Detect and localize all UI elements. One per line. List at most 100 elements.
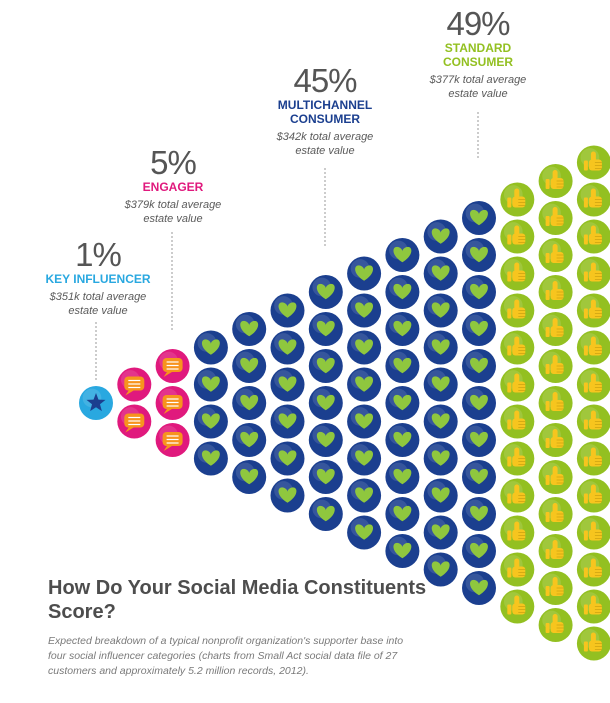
thumbs-up-icon (545, 614, 564, 633)
icon-dot-multichannel (423, 330, 458, 365)
label-multichannel: 45% MULTICHANNEL CONSUMER $342k total av… (255, 64, 395, 158)
thumbs-up-icon (545, 355, 564, 374)
star-icon (86, 393, 106, 412)
heart-icon (470, 209, 488, 226)
heart-icon (240, 357, 259, 374)
thumbs-up-icon (583, 410, 602, 430)
thumbs-up-icon (583, 151, 602, 171)
icon-dot-multichannel (270, 367, 305, 402)
icon-dot-multichannel (308, 460, 343, 494)
heart-icon (431, 413, 450, 429)
heart-icon (278, 487, 297, 503)
category-standard-line-1: STANDARD (444, 41, 512, 55)
category-multichannel-line-1: MULTICHANNEL (277, 98, 373, 112)
icon-dot-standard (576, 552, 610, 587)
thumbs-up-icon (507, 595, 526, 615)
thumbs-up-icon (507, 521, 526, 541)
speech-bubble-icon (162, 358, 183, 377)
icon-dot-standard (500, 441, 535, 476)
heart-icon (201, 376, 220, 392)
category-multichannel: MULTICHANNEL CONSUMER (255, 98, 395, 126)
heart-icon (393, 394, 412, 411)
icon-dot-standard (538, 534, 573, 568)
icon-dot-multichannel (308, 312, 343, 346)
category-engager: ENGAGER (142, 180, 204, 194)
heart-icon (470, 320, 488, 337)
heart-icon (431, 376, 450, 392)
thumbs-up-icon (545, 281, 564, 300)
thumbs-up-icon (583, 632, 602, 652)
heart-icon (431, 487, 450, 503)
heart-icon (316, 468, 335, 485)
icon-dot-multichannel (270, 330, 305, 365)
label-key-influencer: 1% KEY INFLUENCER $351k total average es… (28, 238, 168, 318)
icon-dot-multichannel (308, 275, 343, 309)
icon-dot-engager (155, 349, 190, 383)
heart-icon (393, 505, 412, 522)
icon-dot-multichannel (385, 275, 420, 309)
icon-dot-standard (576, 478, 610, 513)
icon-dot-multichannel (193, 367, 228, 402)
heart-icon (431, 561, 450, 577)
heart-icon (355, 487, 374, 503)
heart-icon (201, 339, 220, 355)
icon-dot-multichannel (270, 478, 305, 513)
value-standard-line-1: $377k total average (429, 74, 527, 86)
thumbs-up-icon (507, 262, 526, 282)
heart-icon (470, 394, 488, 411)
value-standard-line-2: estate value (448, 88, 508, 100)
icon-dot-standard (538, 423, 573, 457)
chart-title: How Do Your Social Media Constituents Sc… (48, 577, 427, 623)
heart-icon (470, 505, 488, 522)
thumbs-up-icon (545, 244, 564, 263)
icon-dot-multichannel (308, 423, 343, 457)
icon-dot-standard (500, 256, 535, 291)
label-engager: 5% ENGAGER $379k total average estate va… (103, 146, 243, 226)
icon-dot-multichannel (232, 423, 267, 457)
thumbs-up-icon (583, 336, 602, 356)
icon-dot-multichannel (347, 404, 382, 439)
thumbs-up-icon (583, 262, 602, 282)
thumbs-up-icon (583, 373, 602, 393)
icon-dot-key_influencer (79, 386, 113, 420)
icon-dot-multichannel (232, 312, 267, 346)
thumbs-up-icon (583, 558, 602, 578)
heart-icon (470, 357, 488, 374)
icon-dot-multichannel (385, 460, 420, 494)
icon-dot-multichannel (423, 367, 458, 402)
heart-icon (316, 357, 335, 374)
speech-bubble-icon (124, 376, 145, 396)
thumbs-up-icon (507, 225, 526, 245)
icon-dot-standard (576, 515, 610, 550)
icon-dot-multichannel (385, 349, 420, 383)
value-multichannel: $342k total average estate value (255, 130, 395, 158)
heart-icon (316, 505, 335, 522)
icon-dot-standard (576, 367, 610, 402)
thumbs-up-icon (545, 318, 564, 337)
category-key-influencer: KEY INFLUENCER (45, 272, 151, 286)
value-engager: $379k total average estate value (103, 198, 243, 226)
icon-dot-multichannel (423, 404, 458, 439)
thumbs-up-icon (583, 188, 602, 208)
icon-dot-multichannel (462, 460, 496, 494)
heart-icon (240, 431, 259, 448)
value-engager-line-2: estate value (143, 213, 203, 225)
icon-dot-standard (538, 608, 573, 642)
heart-icon (355, 339, 374, 355)
thumbs-up-icon (507, 336, 526, 356)
heart-icon (393, 320, 412, 337)
percent-key-influencer: 1% (75, 236, 122, 273)
thumbs-up-icon (545, 429, 564, 448)
thumbs-up-icon (545, 503, 564, 522)
heart-icon (431, 524, 450, 540)
icon-dot-standard (576, 182, 610, 217)
heart-icon (470, 246, 488, 263)
icon-dot-multichannel (462, 497, 496, 531)
icon-dot-standard (538, 349, 573, 383)
icon-dot-multichannel (423, 293, 458, 328)
category-multichannel-line-2: CONSUMER (289, 112, 360, 126)
icon-dot-standard (500, 515, 535, 550)
icon-dot-multichannel (385, 534, 420, 568)
heart-icon (355, 265, 374, 281)
icon-dot-multichannel (347, 478, 382, 513)
